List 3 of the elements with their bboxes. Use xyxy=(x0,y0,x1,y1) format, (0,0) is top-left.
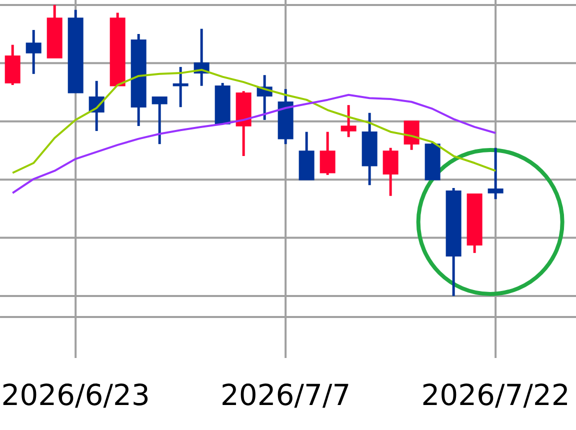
x-tick-label: 2026/6/23 xyxy=(3,384,148,408)
x-tick-label: 2026/7/22 xyxy=(423,384,567,408)
x-tick-label: 2026/7/7 xyxy=(222,384,348,408)
